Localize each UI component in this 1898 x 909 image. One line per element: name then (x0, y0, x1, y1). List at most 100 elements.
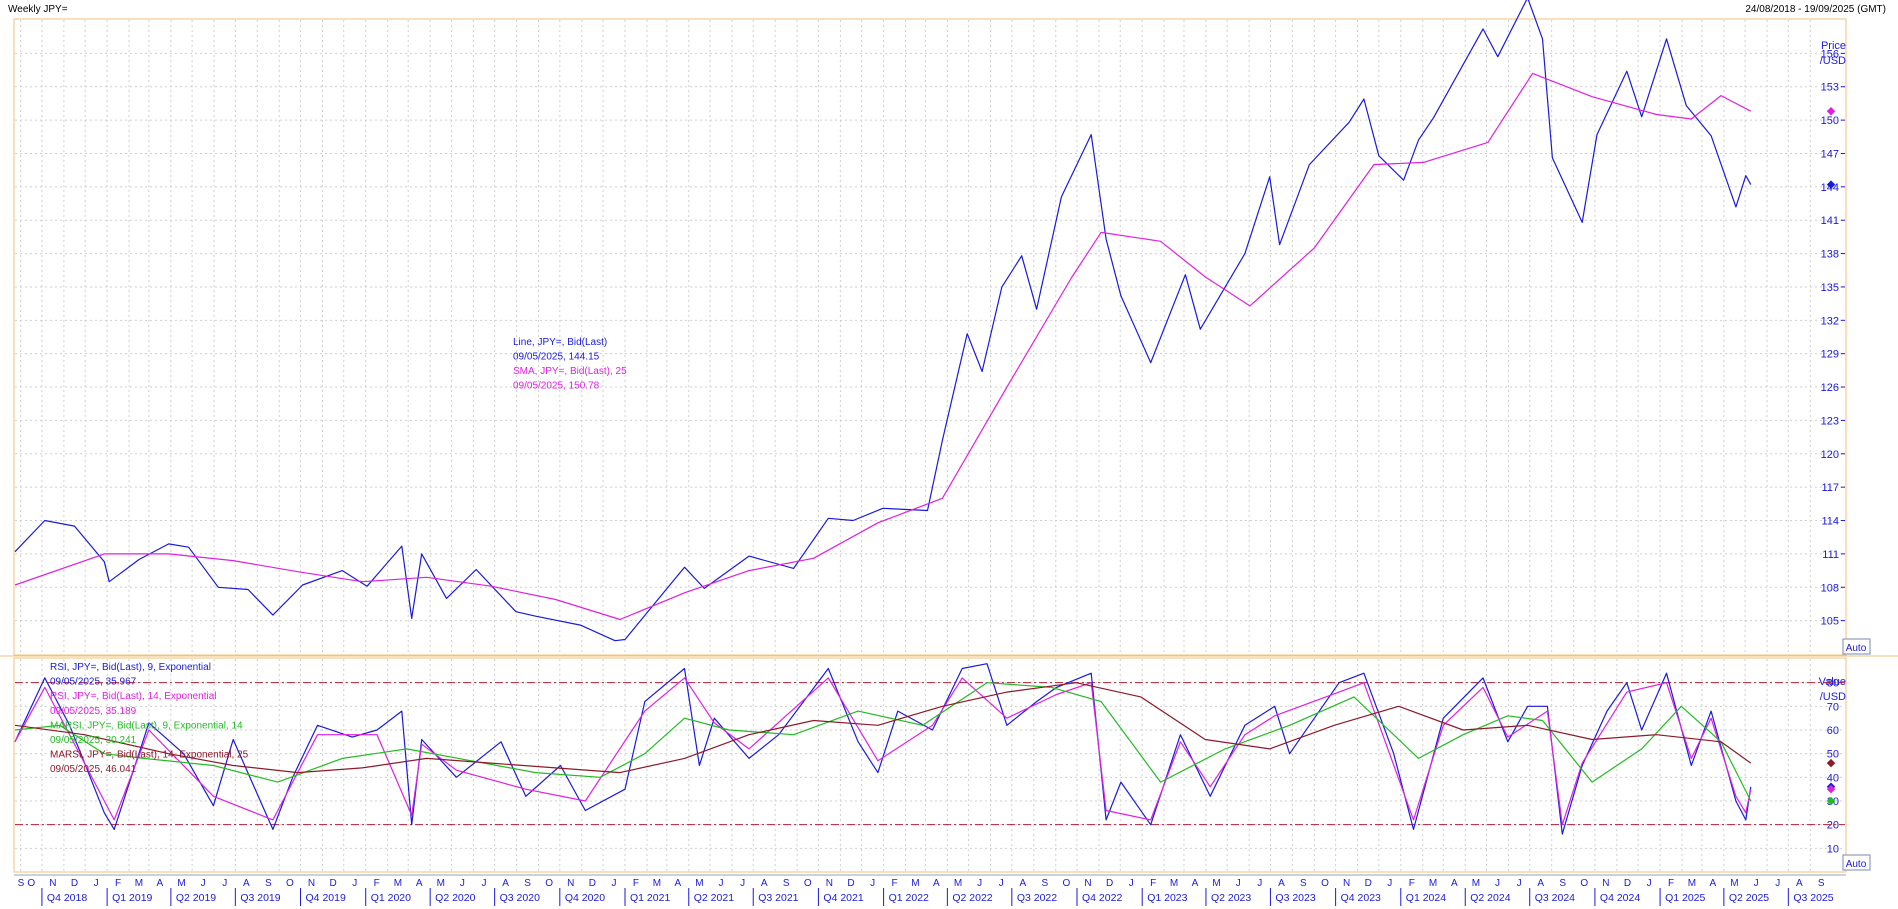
rsi-series-group (14, 663, 1752, 835)
month-tick-label: O (27, 878, 35, 889)
month-tick-label: F (115, 878, 121, 889)
month-tick-label: F (1668, 878, 1674, 889)
price-tick-label: 120 (1821, 449, 1839, 461)
price-tick-label: 123 (1821, 415, 1839, 427)
month-tick-label: O (545, 878, 553, 889)
month-tick-label: A (1796, 878, 1803, 889)
month-tick-label: N (567, 878, 574, 889)
rsi-tick-label: 10 (1827, 843, 1839, 855)
rsi-legend-line: 09/05/2025, 46.041 (50, 764, 137, 775)
rsi-tick-label: 40 (1827, 772, 1839, 784)
month-tick-label: J (740, 878, 745, 889)
month-tick-label: J (1129, 878, 1134, 889)
quarter-tick-label: Q1 2021 (630, 892, 670, 904)
quarter-tick-label: Q4 2022 (1082, 892, 1122, 904)
quarter-tick-label: Q3 2025 (1793, 892, 1833, 904)
month-tick-label: N (1602, 878, 1609, 889)
rsi-legend-line: RSI, JPY=, Bid(Last), 14, Exponential (50, 691, 216, 702)
price-axis-unit: /USD (1820, 55, 1846, 67)
rsi-panel-frame (13, 657, 1847, 873)
month-tick-label: D (1365, 878, 1372, 889)
rsi-legend-line: MARSI, JPY=, Bid(Last), 9, Exponential, … (50, 720, 243, 731)
rsi-auto-button[interactable]: Auto (1842, 854, 1871, 871)
month-tick-label: M (1688, 878, 1696, 889)
price-tick-label: 126 (1821, 382, 1839, 394)
quarter-axis: Q4 2018 Q1 2019 Q2 2019 Q3 2019 Q4 2019 Q1 20… (41, 888, 1834, 906)
rsi-legend-line: 09/05/2025, 35.189 (50, 706, 137, 717)
month-tick-label: J (1257, 878, 1262, 889)
price-tick-label: 153 (1821, 82, 1839, 94)
month-tick-label: O (286, 878, 294, 889)
month-tick-label: J (222, 878, 227, 889)
month-tick-label: F (374, 878, 380, 889)
month-tick-label: M (135, 878, 143, 889)
quarter-tick-label: Q3 2021 (758, 892, 798, 904)
price-series-group (14, 0, 1752, 642)
rsi-tick-label: 80 (1827, 678, 1839, 690)
quarter-tick-label: Q1 2025 (1665, 892, 1705, 904)
month-tick-label: J (1236, 878, 1241, 889)
quarter-tick-label: Q4 2019 (306, 892, 346, 904)
quarter-tick-label: Q2 2024 (1470, 892, 1510, 904)
quarter-tick-label: Q3 2023 (1275, 892, 1315, 904)
rsi-tick-label: 50 (1827, 749, 1839, 761)
quarter-tick-label: Q2 2019 (176, 892, 216, 904)
month-tick-label: S (265, 878, 272, 889)
month-tick-label: N (308, 878, 315, 889)
month-tick-label: A (1451, 878, 1458, 889)
month-tick-label: M (954, 878, 962, 889)
month-tick-label: S (1559, 878, 1566, 889)
month-tick-label: F (633, 878, 639, 889)
month-tick-label: A (761, 878, 768, 889)
month-tick-label: O (1062, 878, 1070, 889)
month-tick-label: A (157, 878, 164, 889)
month-tick-label: M (911, 878, 919, 889)
price-tick-label: 129 (1821, 349, 1839, 361)
month-tick-label: J (1647, 878, 1652, 889)
month-tick-label: M (653, 878, 661, 889)
month-tick-label: N (49, 878, 56, 889)
rsi-y-axis: 1020304050607080 (1827, 678, 1839, 856)
month-tick-label: O (1580, 878, 1588, 889)
month-tick-label: S (783, 878, 790, 889)
month-tick-label: J (94, 878, 99, 889)
month-tick-label: M (1730, 878, 1738, 889)
quarter-tick-label: Q3 2022 (1017, 892, 1057, 904)
month-tick-label: J (977, 878, 982, 889)
month-tick-label: F (892, 878, 898, 889)
rsi-reference-lines (15, 682, 1845, 826)
month-tick-label: J (612, 878, 617, 889)
month-tick-label: D (847, 878, 854, 889)
price-auto-label: Auto (1846, 643, 1867, 654)
month-tick-label: F (1150, 878, 1156, 889)
rsi-tick-label: 70 (1827, 701, 1839, 713)
last-value-markers (1826, 106, 1836, 806)
rsi-legend-line: 09/05/2025, 35.967 (50, 677, 137, 688)
month-tick-label: J (460, 878, 465, 889)
month-tick-label: J (718, 878, 723, 889)
month-tick-label: A (1019, 878, 1026, 889)
quarter-tick-label: Q1 2022 (889, 892, 929, 904)
price-axis-title: Price (1821, 40, 1846, 52)
rsi-last-value-marker (1826, 796, 1836, 806)
price-auto-button[interactable]: Auto (1842, 638, 1871, 655)
month-tick-label: D (589, 878, 596, 889)
month-tick-label: J (1495, 878, 1500, 889)
month-tick-label: J (1754, 878, 1759, 889)
month-tick-label: J (201, 878, 206, 889)
rsi-gridlines (15, 659, 1845, 872)
month-tick-label: S (524, 878, 531, 889)
month-tick-label: O (804, 878, 812, 889)
rsi-last-value-marker (1826, 784, 1836, 794)
rsi-axis-unit: /USD (1820, 691, 1846, 703)
price-tick-label: 138 (1821, 249, 1839, 261)
price-tick-label: 147 (1821, 148, 1839, 160)
month-tick-label: D (71, 878, 78, 889)
month-tick-label: A (243, 878, 250, 889)
month-tick-label: A (1710, 878, 1717, 889)
price-panel-frame (13, 18, 1847, 656)
month-tick-label: S (18, 878, 25, 889)
